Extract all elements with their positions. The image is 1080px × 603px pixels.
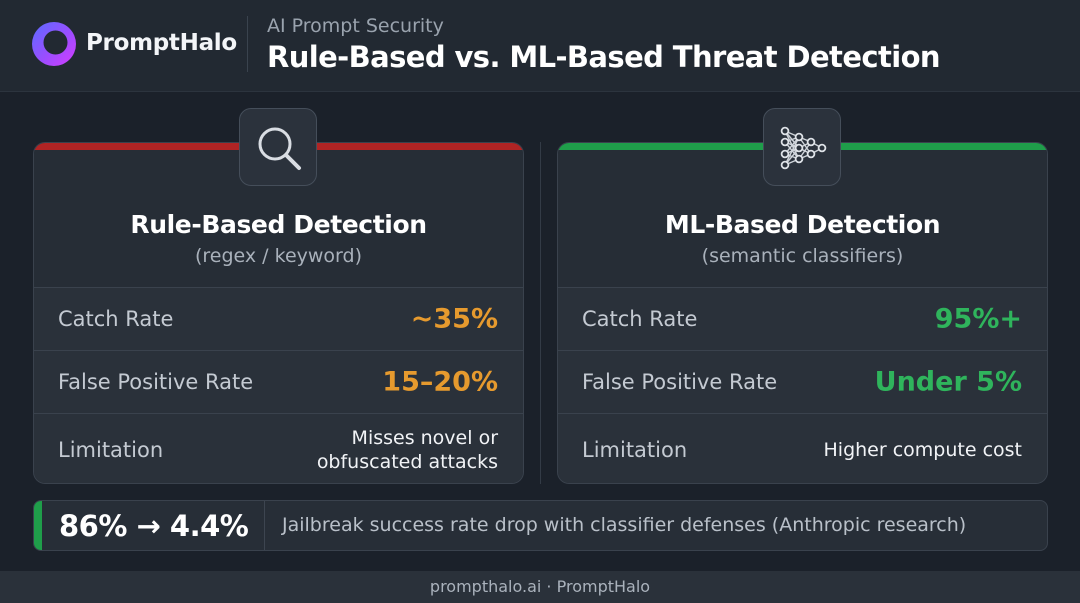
stat-divider <box>264 501 265 550</box>
row-label: Catch Rate <box>582 307 698 331</box>
ml-based-panel: ML-Based Detection (semantic classifiers… <box>557 142 1048 484</box>
stat-description: Jailbreak success rate drop with classif… <box>282 514 967 536</box>
stat-bar: 86% → 4.4% Jailbreak success rate drop w… <box>33 500 1048 551</box>
row-label: Catch Rate <box>58 307 174 331</box>
rule-based-limitation-row: Limitation Misses novel or obfuscated at… <box>34 413 523 483</box>
ml-based-icon-box <box>763 108 841 186</box>
row-value: 15–20% <box>382 366 498 398</box>
row-value: Under 5% <box>874 366 1022 398</box>
row-label: Limitation <box>582 437 688 462</box>
ml-based-limitation-row: Limitation Higher compute cost <box>558 413 1047 483</box>
ml-based-subtitle: (semantic classifiers) <box>701 245 904 267</box>
rule-based-subtitle: (regex / keyword) <box>194 245 362 267</box>
header: PromptHalo AI Prompt Security Rule-Based… <box>0 0 1080 92</box>
ml-based-catch-rate-row: Catch Rate 95%+ <box>558 287 1047 350</box>
rule-based-panel: Rule-Based Detection (regex / keyword) C… <box>33 142 524 484</box>
row-value: Misses novel or obfuscated attacks <box>316 426 498 473</box>
row-label: Limitation <box>58 437 164 462</box>
magnifier-icon <box>258 127 301 170</box>
stat-accent-bar <box>34 501 42 550</box>
page-kicker: AI Prompt Security <box>267 15 444 37</box>
row-value: ~35% <box>410 303 498 335</box>
rule-based-false-positive-row: False Positive Rate 15–20% <box>34 350 523 413</box>
row-value: Higher compute cost <box>823 438 1023 461</box>
brand-name[interactable]: PromptHalo <box>86 30 237 56</box>
halo-ring-icon[interactable] <box>31 21 77 67</box>
center-divider <box>540 142 541 484</box>
neural-network-icon <box>780 126 827 170</box>
ml-based-title: ML-Based Detection <box>664 210 941 239</box>
rule-based-title: Rule-Based Detection <box>130 210 427 239</box>
rule-based-catch-rate-row: Catch Rate ~35% <box>34 287 523 350</box>
row-label: False Positive Rate <box>582 370 778 394</box>
stat-value: 86% → 4.4% <box>59 509 249 543</box>
page-title: Rule-Based vs. ML-Based Threat Detection <box>267 40 941 74</box>
ml-based-false-positive-row: False Positive Rate Under 5% <box>558 350 1047 413</box>
header-divider <box>247 16 248 72</box>
footer: prompthalo.ai · PromptHalo <box>0 571 1080 603</box>
row-value: 95%+ <box>934 303 1022 335</box>
rule-based-icon-box <box>239 108 317 186</box>
row-label: False Positive Rate <box>58 370 254 394</box>
